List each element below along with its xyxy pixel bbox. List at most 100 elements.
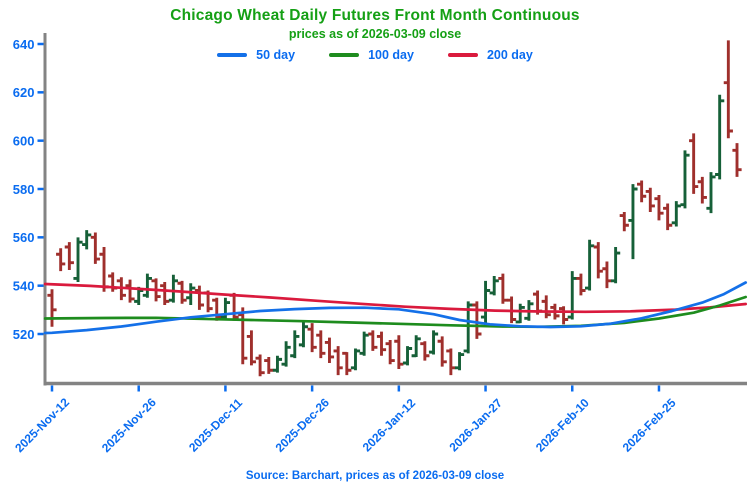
y-tick-label: 580	[13, 182, 35, 197]
ma-200-day-line	[43, 282, 748, 314]
ohlc-bar	[56, 248, 66, 272]
ohlc-bar	[454, 352, 465, 371]
x-tick-label: 2026-Feb-25	[620, 395, 679, 454]
ohlc-bar	[611, 247, 621, 284]
ohlc-bar	[168, 274, 178, 303]
ohlc-bar	[585, 239, 595, 291]
ohlc-bar	[472, 301, 482, 339]
ohlc-bar	[593, 242, 603, 279]
ohlc-bar	[437, 336, 447, 367]
legend-label-200-day: 200 day	[486, 48, 533, 62]
ma-100-line-swatch-icon	[329, 53, 360, 57]
ohlc-bar	[558, 306, 569, 325]
ma-200-line-swatch-icon	[447, 53, 478, 57]
y-tick-label: 640	[13, 37, 35, 52]
source-note: Source: Barchart, prices as of 2026-03-0…	[245, 470, 505, 482]
ohlc-bar	[715, 94, 725, 180]
ma-50-line-swatch-icon	[217, 53, 248, 57]
y-tick-label: 600	[13, 133, 35, 148]
ohlc-bar	[689, 133, 699, 194]
x-tick-label: 2026-Feb-10	[533, 395, 592, 454]
ohlc-bar	[350, 348, 361, 371]
legend-label-50-day: 50 day	[256, 48, 296, 62]
ohlc-bar	[420, 341, 430, 361]
ohlc-bar	[125, 279, 135, 303]
ohlc-bar	[272, 355, 283, 373]
ohlc-bar	[602, 261, 612, 289]
ohlc-bar	[342, 351, 352, 376]
ohlc-bar	[82, 230, 92, 250]
ohlc-bar	[732, 143, 742, 177]
ohlc-bar	[307, 323, 317, 353]
y-tick-label: 560	[13, 230, 35, 245]
ohlc-bar	[671, 201, 681, 227]
chart-subtitle: prices as of 2026-03-09 close	[288, 27, 462, 41]
ohlc-bar	[290, 330, 300, 359]
ohlc-bar	[220, 297, 231, 320]
ohlc-bar	[645, 187, 655, 212]
legend-item-200-day: 200 day	[447, 48, 533, 62]
x-tick-label: 2025-Dec-11	[186, 395, 245, 454]
ohlc-bar	[628, 184, 638, 260]
ohlc-bar	[706, 172, 716, 214]
legend-item-100-day: 100 day	[329, 48, 414, 62]
ohlc-bar	[264, 356, 274, 374]
ohlc-bar	[576, 273, 586, 296]
y-tick-label: 620	[13, 85, 35, 100]
x-tick-label: 2026-Jan-27	[446, 396, 505, 455]
ohlc-bar	[402, 346, 413, 366]
ohlc-bar	[359, 331, 369, 356]
ohlc-bar	[229, 292, 239, 321]
ohlc-bar	[697, 176, 707, 204]
ohlc-bar	[73, 237, 83, 283]
ohlc-bar	[255, 354, 265, 377]
ohlc-bar	[246, 330, 257, 366]
ohlc-bar	[142, 273, 152, 298]
ohlc-bars	[47, 40, 742, 377]
ohlc-bar	[428, 330, 439, 355]
ohlc-bar	[238, 307, 248, 365]
ohlc-bar	[680, 150, 690, 209]
x-tick-label: 2025-Dec-26	[273, 395, 333, 455]
legend-item-50-day: 50 day	[217, 48, 295, 62]
ohlc-bar	[64, 242, 74, 270]
ohlc-bar	[186, 283, 196, 305]
ohlc-bar	[298, 321, 309, 348]
ohlc-bar	[368, 330, 378, 351]
ohlc-bar	[194, 285, 205, 310]
ohlc-bar	[619, 211, 629, 232]
ma-50-day-line	[43, 281, 748, 335]
ohlc-bar	[108, 272, 118, 292]
ohlc-bar	[47, 289, 57, 327]
ohlc-bar	[324, 337, 335, 363]
ohlc-bar	[541, 295, 551, 319]
ohlc-bar	[385, 340, 395, 365]
x-tick-label: 2025-Nov-12	[12, 395, 72, 455]
ohlc-bar	[723, 40, 733, 139]
ohlc-bar	[498, 273, 508, 304]
y-axis-ticks: 520 540 560 580 600 620 640	[13, 37, 44, 342]
axes	[43, 33, 747, 386]
ohlc-bar	[376, 331, 387, 356]
ohlc-bar	[480, 280, 491, 327]
ohlc-bar	[489, 276, 499, 296]
ohlc-bar	[411, 335, 421, 358]
ohlc-bar	[212, 297, 222, 321]
legend-label-100-day: 100 day	[368, 48, 414, 62]
y-tick-label: 520	[13, 327, 35, 342]
ohlc-bar	[637, 180, 647, 203]
ohlc-bar	[99, 247, 109, 292]
legend: 50 day 100 day 200 day	[0, 48, 750, 62]
x-tick-label: 2026-Jan-12	[360, 396, 419, 455]
chart-title: Chicago Wheat Daily Futures Front Month …	[170, 7, 580, 24]
ohlc-bar	[281, 341, 291, 367]
x-tick-label: 2025-Nov-26	[99, 395, 159, 455]
ohlc-bar	[160, 282, 170, 305]
ohlc-bar	[654, 195, 664, 221]
ohlc-bar	[394, 335, 404, 370]
y-tick-label: 540	[13, 278, 35, 293]
x-axis-ticks: 2025-Nov-12 2025-Nov-26 2025-Dec-11 2025-De…	[12, 385, 679, 455]
ohlc-bar	[333, 346, 343, 376]
